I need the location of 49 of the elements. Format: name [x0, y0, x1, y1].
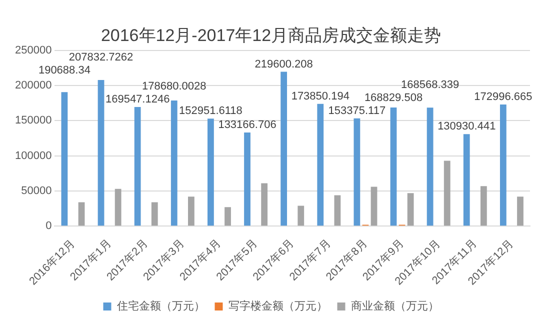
legend-label: 写字楼金额（万元） — [228, 300, 328, 313]
y-tick-label: 250000 — [14, 44, 52, 56]
data-label: 152951.6118 — [178, 105, 242, 118]
chart-title: 2016年12月-2017年12月商品房成交金额走势 — [100, 26, 442, 45]
data-label: 168568.339 — [401, 78, 460, 91]
bar — [78, 202, 85, 226]
data-label: 168829.508 — [364, 92, 423, 104]
data-label: 173850.194 — [291, 90, 350, 102]
data-label: 172996.665 — [474, 91, 532, 104]
data-label: 207832.7262 — [68, 52, 134, 64]
data-label: 130930.441 — [438, 120, 496, 133]
bar — [463, 134, 470, 226]
bar — [114, 188, 122, 226]
legend-label: 商业金额（万元） — [350, 300, 439, 313]
bar — [170, 100, 178, 226]
data-label: 190688.34 — [38, 64, 90, 77]
y-tick-label: 50000 — [21, 185, 52, 198]
bar — [61, 92, 68, 226]
bar — [261, 183, 268, 226]
bar — [134, 106, 141, 226]
y-tick-label: 200000 — [14, 80, 52, 92]
data-label: 153375.117 — [328, 104, 386, 117]
bar — [151, 202, 158, 226]
bar — [98, 80, 104, 226]
data-label: 178680.0028 — [142, 80, 206, 92]
bar — [480, 186, 487, 226]
bar — [224, 207, 231, 226]
bar — [188, 196, 194, 226]
bar — [317, 104, 324, 226]
data-label: 133166.706 — [218, 119, 276, 132]
bar — [244, 132, 250, 226]
y-tick-label: 150000 — [14, 114, 52, 127]
data-label: 169547.1246 — [105, 93, 170, 106]
y-tick-label: 0 — [46, 220, 52, 232]
bar — [208, 118, 214, 226]
bar — [426, 108, 434, 226]
bar — [407, 193, 414, 226]
bar — [500, 104, 506, 226]
y-tick-label: 100000 — [14, 150, 52, 162]
bar — [444, 160, 450, 226]
data-label: 219600.208 — [254, 58, 313, 70]
bar — [370, 186, 378, 226]
bar — [390, 107, 397, 226]
bar — [517, 196, 524, 226]
bar — [280, 72, 288, 226]
legend-label: 住宅金额（万元） — [116, 300, 205, 313]
bar — [354, 118, 360, 226]
bar — [298, 206, 304, 226]
bar — [334, 195, 341, 226]
